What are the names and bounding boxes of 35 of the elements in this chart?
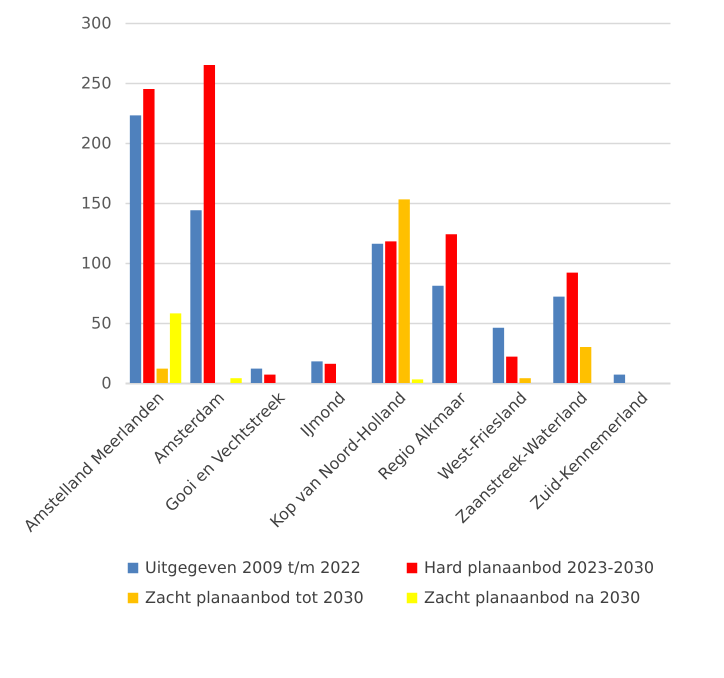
legend-label: Hard planaanbod 2023-2030 [424,558,654,577]
legend-label: Zacht planaanbod na 2030 [424,588,640,607]
y-tick-label: 300 [80,14,112,32]
bar [372,244,384,383]
bar [230,378,242,383]
y-tick-label: 100 [80,254,112,272]
bar [614,374,626,383]
bar [324,364,336,383]
bar [250,368,262,383]
bar [264,374,276,383]
y-tick-label: 250 [80,74,112,92]
bar [170,313,182,383]
bar [156,368,168,383]
bar [519,378,531,383]
bar [385,241,396,383]
bar [432,286,444,383]
bar [190,210,202,383]
bar [204,65,216,383]
bar [311,361,323,383]
y-tick-label: 0 [101,374,112,392]
bar [398,199,410,383]
bar [446,234,457,383]
legend-label: Zacht planaanbod tot 2030 [145,588,364,607]
bar [553,296,565,383]
y-tick-label: 150 [80,194,112,212]
y-tick-label: 200 [80,134,112,152]
bar [566,272,578,383]
bar [130,115,142,383]
bar [143,89,155,383]
y-tick-label: 50 [91,314,112,332]
bar [580,347,592,383]
bar [492,328,504,383]
bar [412,379,424,383]
bar [506,356,518,383]
legend-label: Uitgegeven 2009 t/m 2022 [145,558,361,577]
